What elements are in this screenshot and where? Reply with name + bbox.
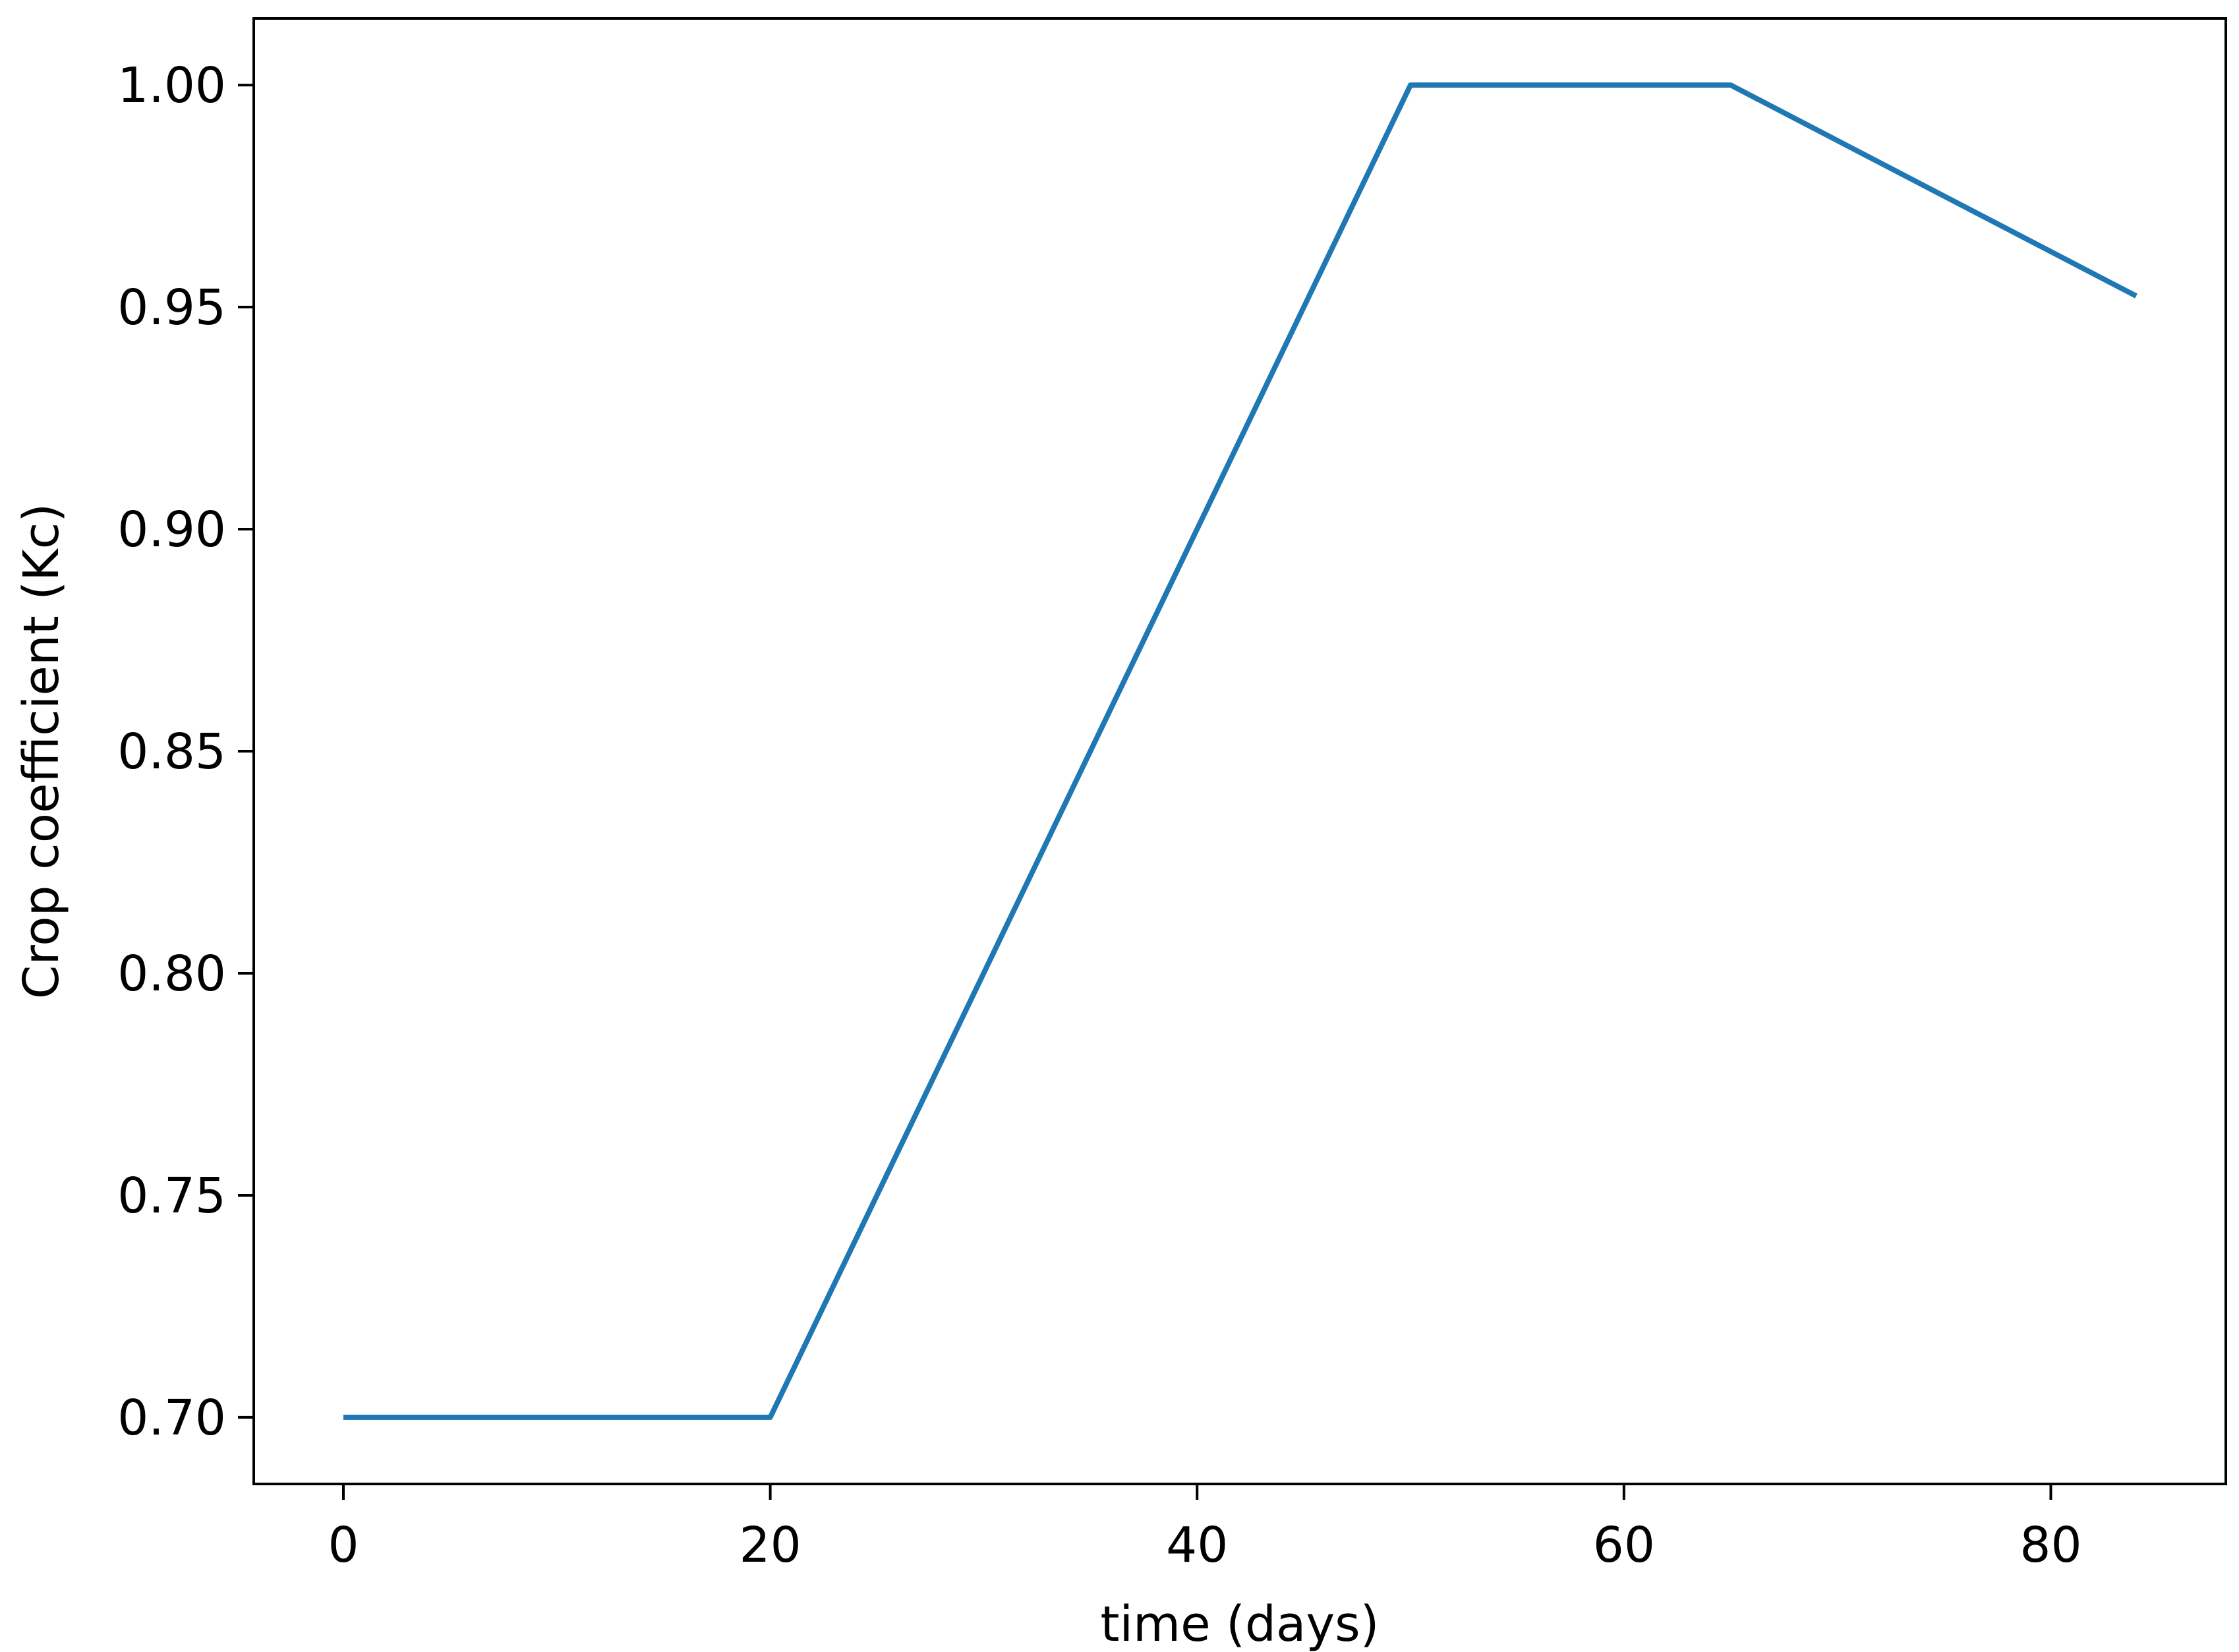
- series-layer: [343, 82, 2137, 1420]
- y-tick-label: 1.00: [117, 57, 226, 114]
- plot-area: [254, 18, 2226, 1484]
- x-tick-label: 60: [1593, 1517, 1655, 1574]
- x-axis-label: time (days): [1100, 1596, 1379, 1652]
- y-tick-label: 0.95: [117, 279, 226, 336]
- y-tick-label: 0.80: [117, 946, 226, 1002]
- y-tick-label: 0.75: [117, 1168, 226, 1224]
- y-axis-ticks: 0.70 0.75 0.80 0.85 0.90 0.95 1.00: [117, 57, 254, 1446]
- y-tick-label: 0.85: [117, 724, 226, 780]
- y-tick-label: 0.90: [117, 501, 226, 558]
- x-tick-label: 20: [740, 1517, 801, 1574]
- x-axis-ticks: 0 20 40 60 80: [328, 1484, 2082, 1574]
- series-line: [343, 82, 2137, 1420]
- x-tick-label: 40: [1166, 1517, 1228, 1574]
- x-tick-label: 80: [2020, 1517, 2081, 1574]
- y-tick-label: 0.70: [117, 1390, 226, 1446]
- x-tick-label: 0: [328, 1517, 359, 1574]
- y-axis-label: Crop coefficient (Kc): [13, 503, 70, 999]
